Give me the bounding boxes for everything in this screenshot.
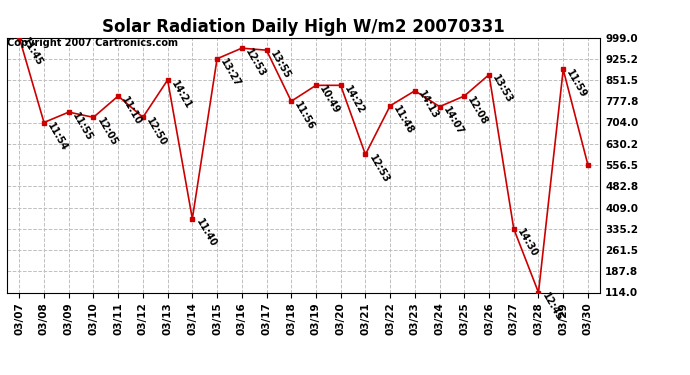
Text: 11:40: 11:40 (194, 217, 218, 249)
Text: 11:45: 11:45 (21, 36, 45, 68)
Text: 11:56: 11:56 (293, 100, 317, 132)
Title: Solar Radiation Daily High W/m2 20070331: Solar Radiation Daily High W/m2 20070331 (102, 18, 505, 36)
Text: 11:10: 11:10 (119, 94, 144, 126)
Text: 13:27: 13:27 (219, 57, 243, 89)
Text: 14:07: 14:07 (441, 105, 465, 137)
Text: 13:53: 13:53 (491, 73, 515, 105)
Text: 14:21: 14:21 (169, 79, 193, 111)
Text: 12:45: 12:45 (540, 291, 564, 323)
Text: 14:13: 14:13 (416, 89, 440, 121)
Text: 11:55: 11:55 (70, 111, 95, 142)
Text: 12:50: 12:50 (144, 116, 168, 148)
Text: 12:53: 12:53 (243, 47, 267, 79)
Text: 14:22: 14:22 (342, 84, 366, 116)
Text: 10:49: 10:49 (317, 84, 342, 116)
Text: 13:55: 13:55 (268, 49, 292, 81)
Text: 12:53: 12:53 (367, 153, 391, 185)
Text: 14:30: 14:30 (515, 227, 540, 259)
Text: 12:05: 12:05 (95, 116, 119, 148)
Text: 12:08: 12:08 (466, 94, 490, 126)
Text: Copyright 2007 Cartronics.com: Copyright 2007 Cartronics.com (7, 38, 178, 48)
Text: 11:48: 11:48 (391, 104, 416, 136)
Text: 11:59: 11:59 (564, 68, 589, 100)
Text: 11:54: 11:54 (46, 121, 70, 153)
